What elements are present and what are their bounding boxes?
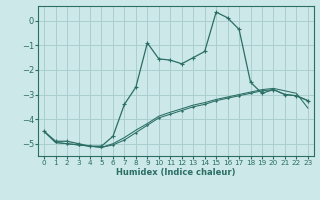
X-axis label: Humidex (Indice chaleur): Humidex (Indice chaleur) bbox=[116, 168, 236, 177]
